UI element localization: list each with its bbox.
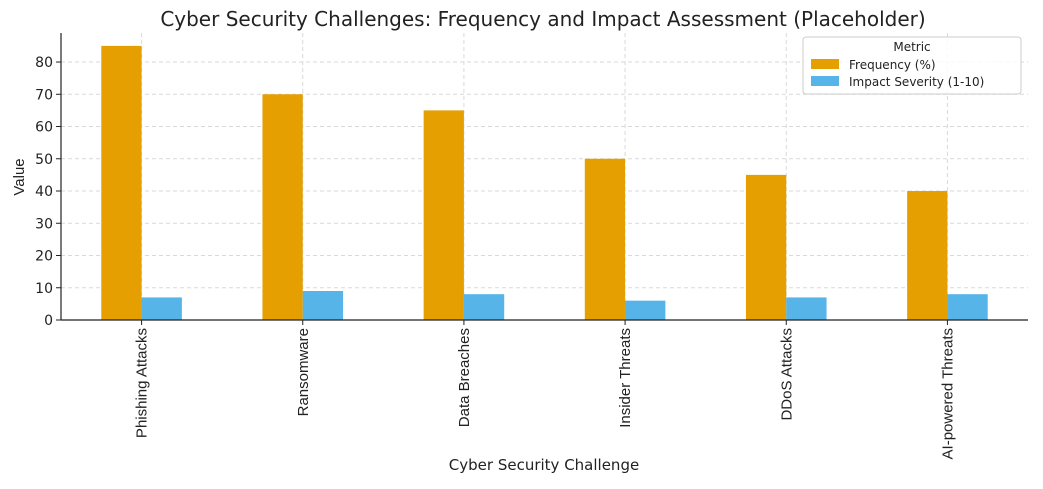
- y-tick-label: 50: [35, 152, 53, 168]
- legend-label: Frequency (%): [849, 58, 936, 72]
- x-tick-label: Phishing Attacks: [134, 328, 151, 438]
- y-tick-label: 40: [35, 184, 53, 200]
- bar-impact-severity-4: [625, 300, 666, 320]
- legend-box: [802, 36, 1022, 95]
- x-tick-label: AI-powered Threats: [939, 328, 956, 459]
- y-tick-label: 10: [35, 281, 53, 297]
- y-tick-label: 20: [35, 249, 53, 265]
- bar-impact-severity-1: [141, 297, 182, 320]
- x-tick-label: DDoS Attacks: [778, 328, 795, 421]
- bar-impact-severity-5: [786, 297, 827, 320]
- y-tick-label: 60: [35, 120, 53, 136]
- bar-impact-severity-3: [463, 294, 505, 320]
- y-axis-label: Value: [11, 158, 28, 195]
- bar-frequency-4: [584, 158, 626, 320]
- legend-swatch: [811, 76, 839, 86]
- bar-frequency-6: [907, 191, 948, 320]
- x-tick-label: Insider Threats: [617, 328, 634, 428]
- y-tick-label: 80: [35, 55, 53, 71]
- bar-impact-severity-2: [302, 290, 344, 320]
- bars: [101, 45, 988, 321]
- y-tick-label: 0: [44, 313, 53, 329]
- y-tick-label: 30: [35, 216, 53, 232]
- bar-frequency-5: [745, 174, 787, 320]
- bar-frequency-1: [101, 45, 142, 321]
- legend-swatch: [811, 59, 839, 69]
- x-tick-labels: Phishing Attacks Ransomware Data Breaches I…: [134, 328, 957, 459]
- chart-title: Cyber Security Challenges: Frequency and…: [160, 7, 925, 31]
- x-tick-label: Ransomware: [295, 328, 312, 416]
- legend-title: Metric: [893, 40, 930, 54]
- legend-label: Impact Severity (1-10): [849, 75, 984, 89]
- bar-impact-severity-6: [947, 294, 988, 320]
- x-axis-label: Cyber Security Challenge: [449, 456, 639, 474]
- legend: Metric Frequency (%) Impact Severity (1-10…: [802, 36, 1022, 95]
- y-tick-label: 70: [35, 87, 53, 103]
- x-tick-label: Data Breaches: [456, 328, 473, 427]
- axes: [56, 33, 1028, 325]
- bar-frequency-2: [262, 94, 303, 321]
- y-tick-labels: 0 10 20 30 40 50 60 70 80: [35, 55, 53, 329]
- bar-frequency-3: [423, 110, 464, 321]
